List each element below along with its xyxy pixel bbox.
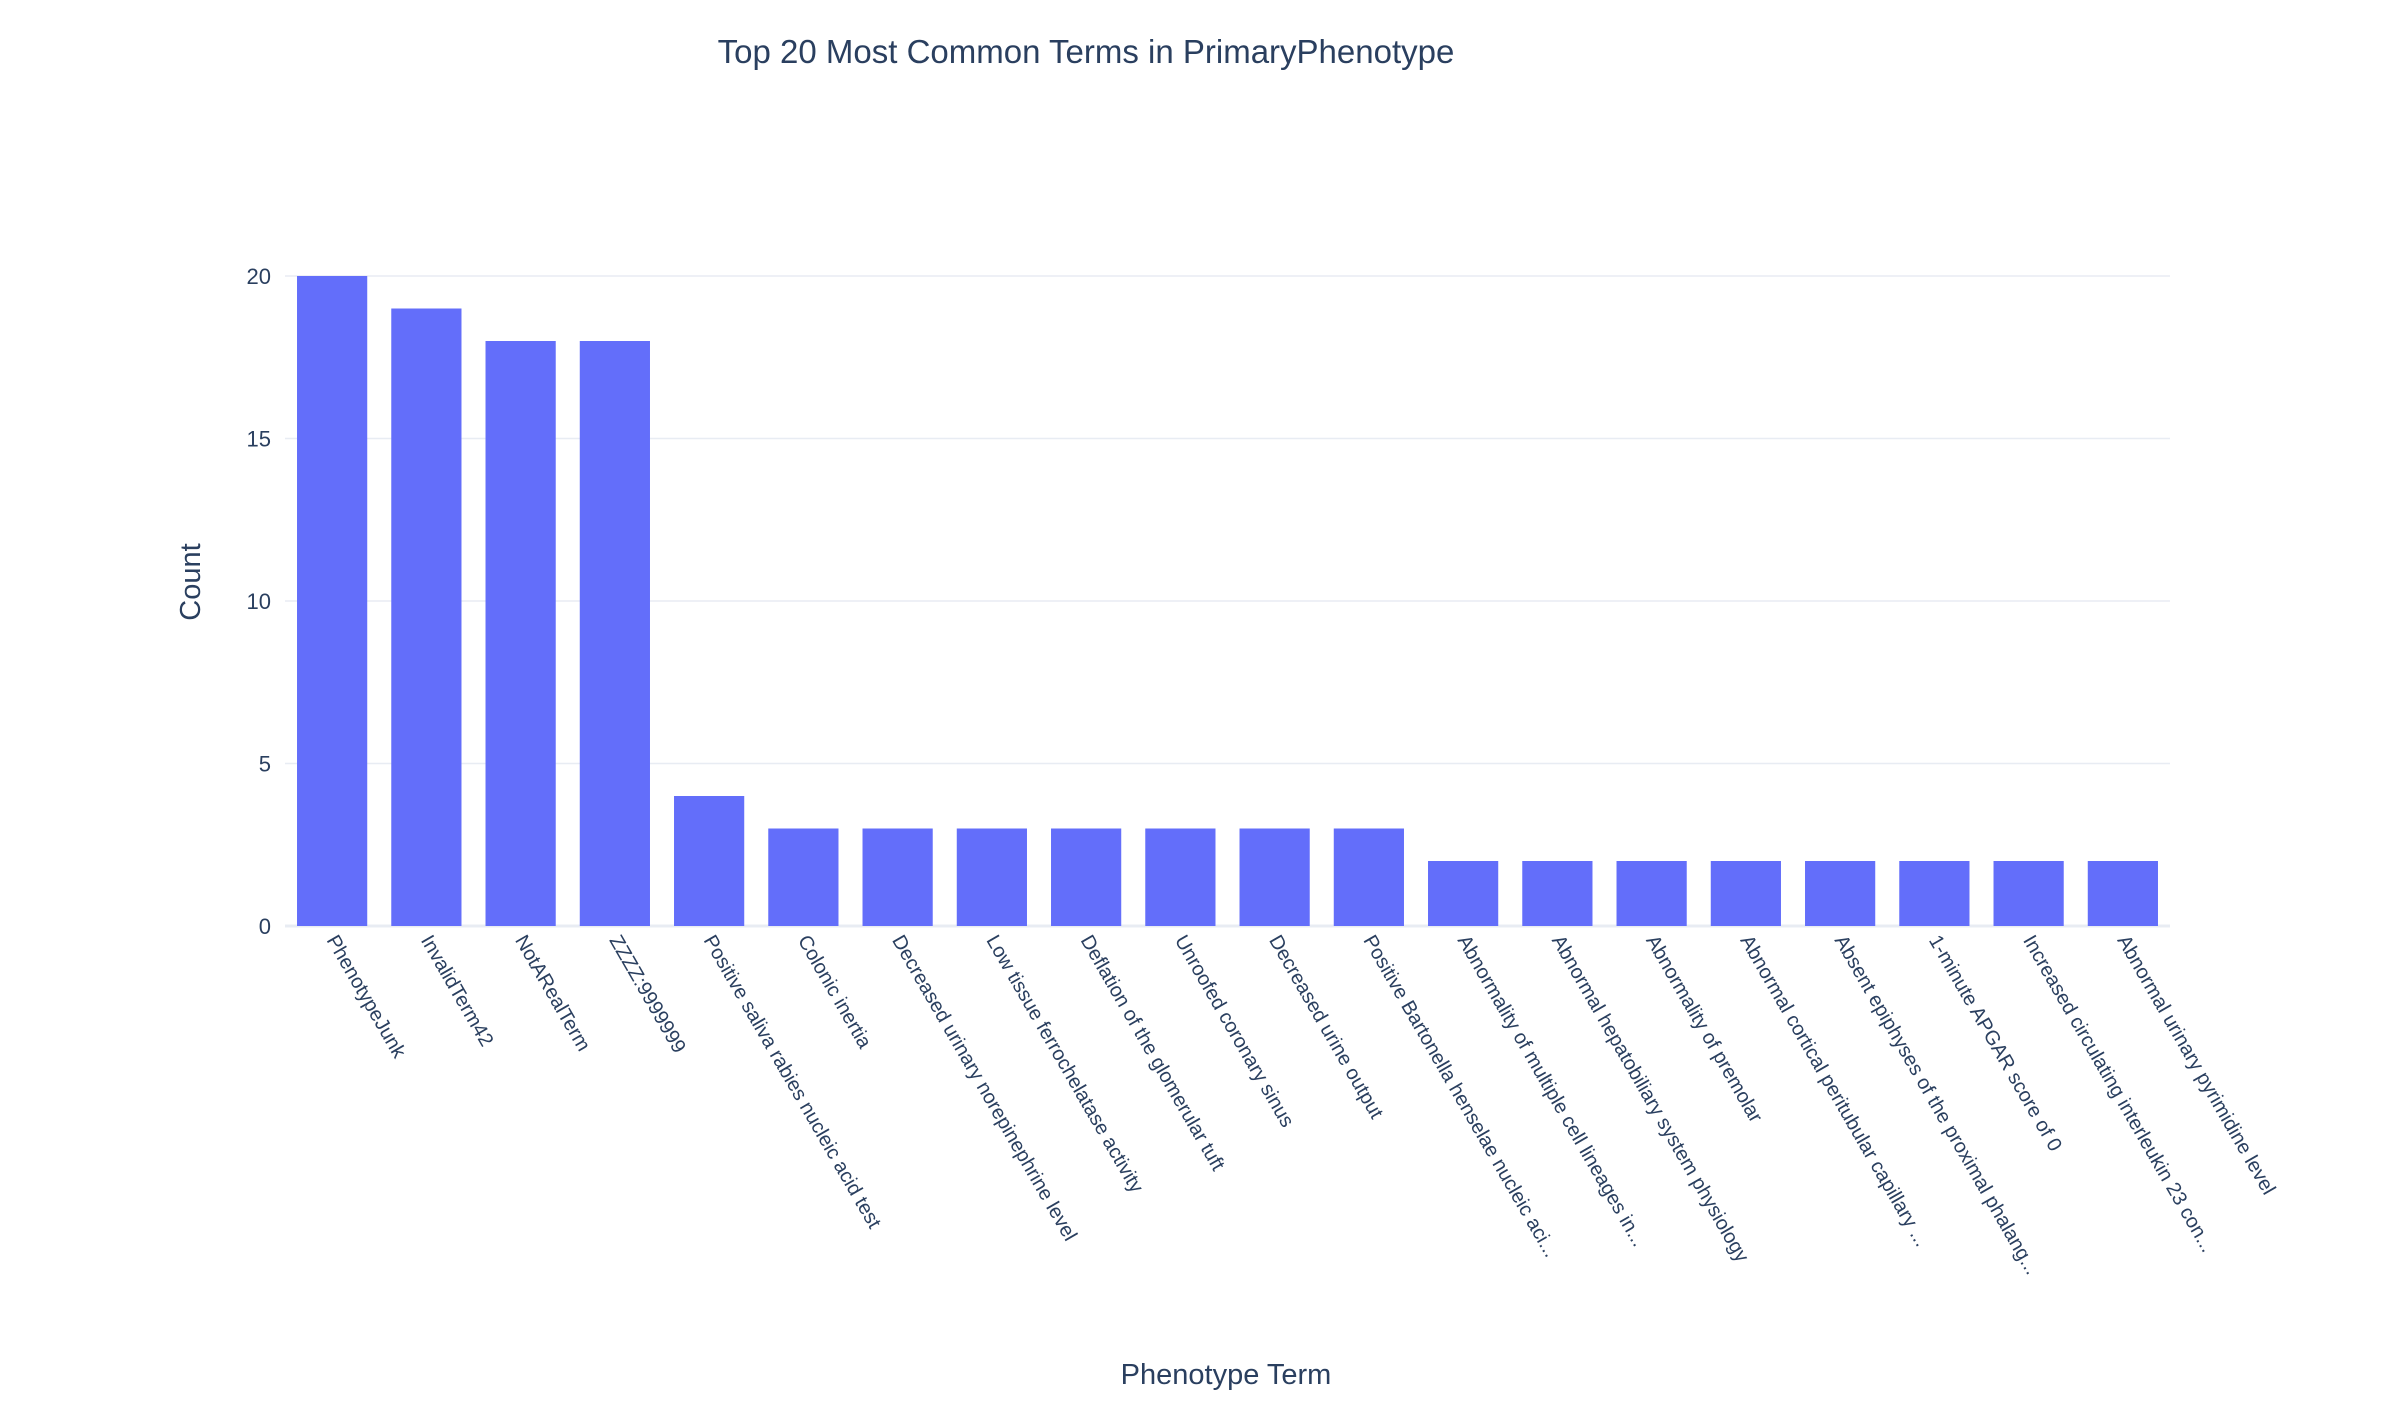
bar (579, 341, 650, 926)
y-tick-label: 5 (259, 752, 271, 777)
x-tick-label: Decreased urinary norepinephrine level (887, 932, 1081, 1245)
x-tick-label: InvalidTerm42 (416, 932, 497, 1051)
y-axis-ticks: 0 5 10 15 20 (247, 264, 271, 939)
y-tick-label: 20 (247, 264, 271, 289)
bar (1805, 861, 1876, 926)
x-tick-label: Abnormal cortical peritubular capillary … (1736, 932, 1933, 1251)
bar (1616, 861, 1687, 926)
x-tick-label: Colonic inertia (793, 932, 876, 1054)
bar (2087, 861, 2158, 926)
bar (956, 828, 1027, 926)
bar (297, 276, 368, 926)
bar (1239, 828, 1310, 926)
x-tick-label: Abnormal urinary pyrimidine level (2113, 932, 2280, 1199)
bar (674, 796, 745, 926)
x-tick-label: ZZZZ:9999999 (605, 932, 690, 1058)
bar (391, 308, 462, 926)
bar (1899, 861, 1970, 926)
x-axis-ticks: PhenotypeJunk InvalidTerm42 NotARealTerm ZZ… (322, 932, 2280, 1279)
x-axis-title: Phenotype Term (1121, 1359, 1332, 1391)
bar (862, 828, 933, 926)
bar (768, 828, 839, 926)
bar (1145, 828, 1216, 926)
y-tick-label: 15 (247, 427, 271, 452)
y-tick-label: 10 (247, 589, 271, 614)
grid-lines (285, 275, 2170, 928)
x-tick-label: Positive saliva rabies nucleic acid test (699, 932, 886, 1233)
bars (297, 276, 2158, 926)
x-tick-label: Abnormal hepatobiliary system physiology (1547, 932, 1753, 1266)
x-tick-label: Absent epiphyses of the proximal phalang… (1830, 932, 2043, 1279)
bar (1428, 861, 1499, 926)
bar (485, 341, 556, 926)
y-tick-label: 0 (259, 914, 271, 939)
y-axis-title: Count (175, 543, 207, 620)
x-tick-label: PhenotypeJunk (322, 932, 410, 1063)
bar (1051, 828, 1122, 926)
bar (1710, 861, 1781, 926)
x-tick-label: Abnormality of multiple cell lineages in… (1453, 932, 1650, 1251)
bar (1522, 861, 1593, 926)
x-tick-label: Low tissue ferrochelatase activity (982, 932, 1148, 1197)
x-tick-label: Positive Bartonella henselae nucleic aci… (1359, 932, 1562, 1262)
x-tick-label: NotARealTerm (510, 932, 594, 1056)
bar (1993, 861, 2064, 926)
chart-title: Top 20 Most Common Terms in PrimaryPheno… (718, 33, 1455, 70)
x-tick-label: Increased circulating interleukin 23 con… (2018, 932, 2218, 1257)
bar (1333, 828, 1404, 926)
